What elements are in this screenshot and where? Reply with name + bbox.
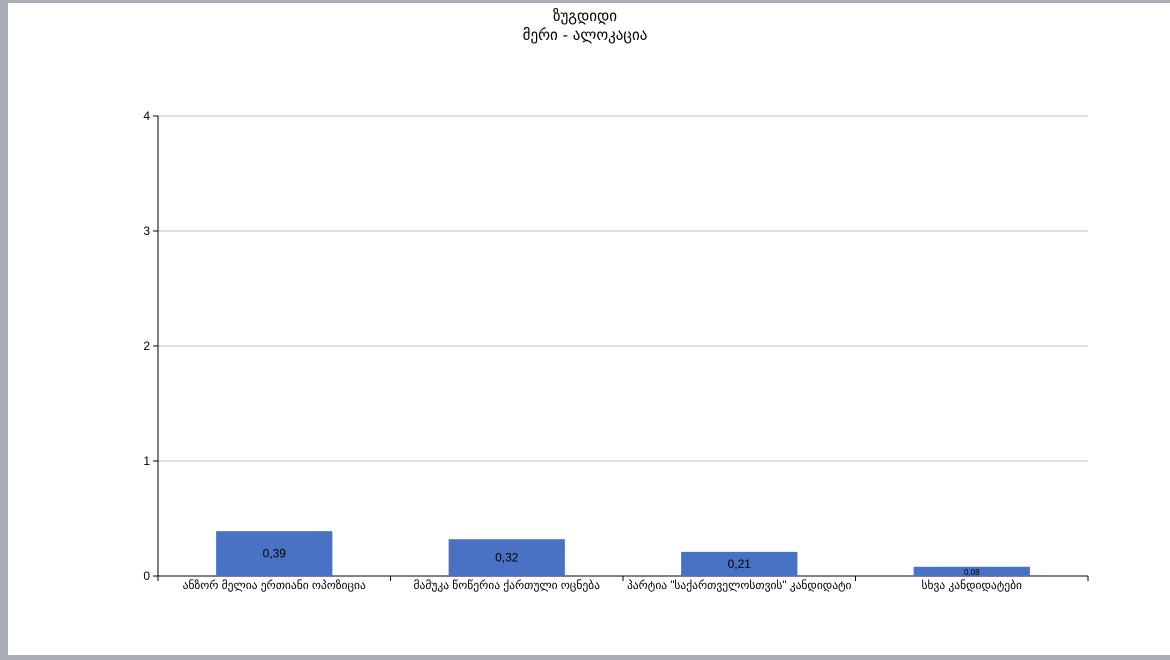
category-label: ანზორ მელია ერთიანი ოპოზიცია	[183, 578, 366, 592]
bar	[681, 551, 798, 576]
data-label: 0,39	[263, 547, 287, 561]
data-label: 0,08	[964, 568, 980, 577]
category-label: პარტია "საქართველოსთვის" კანდიდატი	[627, 579, 852, 592]
bar	[913, 566, 1030, 576]
chart-background	[8, 3, 1170, 655]
chart-title: ზუგდიდი	[552, 7, 618, 25]
data-label: 0,21	[728, 557, 752, 571]
y-tick-label: 1	[143, 454, 150, 468]
category-label: სხვა კანდიდატები	[921, 578, 1022, 592]
category-label: მამუკა წოწერია ქართული ოცნება	[414, 578, 601, 592]
chart-subtitle: მერი - ალოკაცია	[522, 26, 648, 44]
y-tick-label: 4	[143, 109, 150, 123]
y-tick-label: 2	[143, 339, 150, 353]
y-tick-label: 0	[143, 569, 150, 583]
data-label: 0,32	[495, 551, 519, 565]
y-tick-label: 3	[143, 224, 150, 238]
bar	[216, 531, 333, 576]
bar	[448, 539, 565, 576]
